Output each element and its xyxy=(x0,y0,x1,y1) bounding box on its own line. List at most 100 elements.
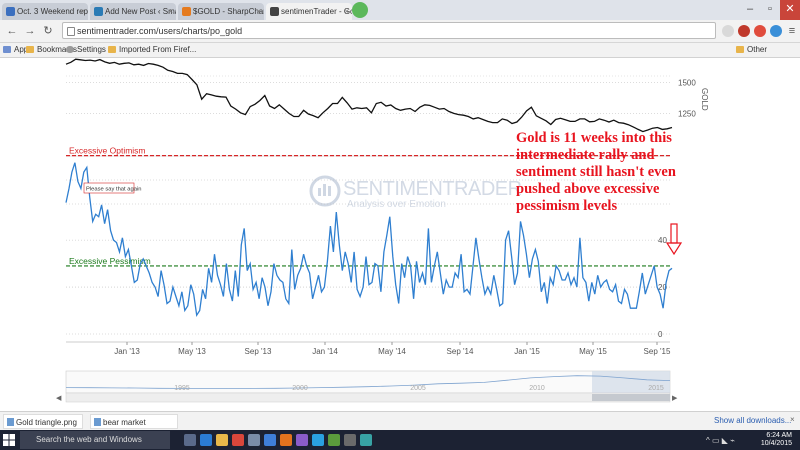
downloads-bar: Gold triangle.png bear market rallies.pn… xyxy=(0,411,800,442)
extension-icon[interactable] xyxy=(754,25,766,37)
extension-icon[interactable] xyxy=(738,25,750,37)
clock-time: 6:24 AM xyxy=(766,432,792,439)
show-all-downloads-link[interactable]: Show all downloads... xyxy=(714,416,792,425)
x-tick-label: Sep '13 xyxy=(245,347,272,356)
tab-sharpcharts[interactable]: $GOLD - SharpCharts Wo × xyxy=(178,3,264,20)
calculator-icon[interactable] xyxy=(248,434,260,446)
download-item[interactable]: Gold triangle.png xyxy=(3,414,83,429)
address-bar[interactable]: sentimentrader.com/users/charts/po_gold xyxy=(62,22,716,39)
edge-icon[interactable] xyxy=(200,434,212,446)
folder-icon xyxy=(108,46,116,53)
sentiment-line xyxy=(65,162,673,318)
excessive-optimism-label: Excessive Optimism xyxy=(69,146,146,156)
image-file-icon xyxy=(7,418,14,426)
tooltip-text: Please say that again xyxy=(86,187,141,193)
tab-add-new-post[interactable]: Add New Post ‹ Smart Kn × xyxy=(90,3,176,20)
page-favicon-icon xyxy=(270,7,279,16)
gear-icon xyxy=(66,46,74,53)
app-icon[interactable] xyxy=(328,434,340,446)
x-tick-label: May '13 xyxy=(178,347,206,356)
window-controls: – ▫ ✕ xyxy=(740,0,800,20)
extension-icon[interactable] xyxy=(352,2,368,18)
page-content: 1250 1500 GOLD SENTIMENTRADER Analysis o… xyxy=(0,58,800,410)
tab-sentimentrader[interactable]: sentimenTrader - Gold Cli × xyxy=(266,3,352,20)
close-icon[interactable]: × xyxy=(80,7,85,16)
scroll-left-icon[interactable]: ◀ xyxy=(56,395,62,402)
back-arrow-icon[interactable]: ← xyxy=(6,25,18,37)
close-icon[interactable]: × xyxy=(790,415,795,424)
sentiment-y-tick-label: 40 xyxy=(658,236,667,245)
tooltip: Please say that again xyxy=(83,182,141,194)
bookmarks-bar: Apps Bookmarks Settings Imported From Fi… xyxy=(0,43,800,68)
folder-icon xyxy=(26,46,34,53)
taskbar-search-input[interactable]: Search the web and Windows xyxy=(20,431,170,449)
navigator-selection[interactable] xyxy=(592,371,670,393)
x-tick-label: May '14 xyxy=(378,347,406,356)
app-icon[interactable] xyxy=(280,434,292,446)
clock-date: 10/4/2015 xyxy=(760,440,792,447)
close-icon[interactable]: × xyxy=(168,7,173,16)
x-tick-label: Jan '13 xyxy=(114,347,140,356)
star-icon[interactable] xyxy=(722,25,734,37)
tab-weekend-report[interactable]: Oct. 3 Weekend report | × xyxy=(2,3,88,20)
app-icon[interactable] xyxy=(344,434,356,446)
bookmark-settings[interactable]: Settings xyxy=(66,43,106,57)
browser-toolbar: ← → ↻ sentimentrader.com/users/charts/po… xyxy=(0,20,800,43)
tray-icons[interactable]: ^ ▭ ◣ ⌁ xyxy=(706,436,735,445)
app-icon[interactable] xyxy=(296,434,308,446)
gold-price-panel: 1250 1500 GOLD xyxy=(65,58,709,133)
gold-axis-label: GOLD xyxy=(700,88,709,111)
minimize-icon[interactable]: – xyxy=(746,3,754,15)
file-explorer-icon[interactable] xyxy=(216,434,228,446)
taskbar-clock[interactable]: 6:24 AM 10/4/2015 xyxy=(761,432,792,448)
app-icon[interactable] xyxy=(360,434,372,446)
navigator-tick-label: 1995 xyxy=(174,385,190,392)
x-tick-label: May '15 xyxy=(579,347,607,356)
extension-icon[interactable] xyxy=(770,25,782,37)
download-item[interactable]: bear market rallies.png xyxy=(90,414,178,442)
folder-icon xyxy=(736,46,744,53)
gold-y-tick-label: 1250 xyxy=(678,109,696,118)
watermark-logo-icon xyxy=(309,175,341,207)
x-axis: Jan '13 May '13 Sep '13 Jan '14 May '14 Sep '… xyxy=(114,342,671,356)
gold-price-line xyxy=(65,58,673,133)
task-view-icon[interactable] xyxy=(184,434,196,446)
page-favicon-icon xyxy=(6,7,15,16)
chrome-icon[interactable] xyxy=(232,434,244,446)
word-icon[interactable] xyxy=(264,434,276,446)
windows-start-icon[interactable] xyxy=(3,434,15,446)
tab-label: Oct. 3 Weekend report | xyxy=(17,7,88,16)
scrollbar-thumb[interactable] xyxy=(592,394,670,401)
forward-arrow-icon[interactable]: → xyxy=(24,25,36,37)
bookmark-imported[interactable]: Imported From Firef... xyxy=(108,43,196,57)
scroll-right-icon[interactable]: ▶ xyxy=(672,395,678,402)
lock-icon xyxy=(67,27,75,36)
reload-icon[interactable]: ↻ xyxy=(43,25,53,37)
url-text: sentimentrader.com/users/charts/po_gold xyxy=(77,26,243,36)
maximize-icon[interactable]: ▫ xyxy=(768,3,772,15)
apps-icon xyxy=(3,46,11,53)
skype-icon[interactable] xyxy=(312,434,324,446)
gold-y-tick-label: 1500 xyxy=(678,79,696,88)
bookmark-folder[interactable]: Bookmarks xyxy=(26,43,77,57)
navigator-scrollbar[interactable] xyxy=(65,392,671,403)
watermark-tagline: Analysis over Emotion xyxy=(347,199,446,210)
tab-bar: Oct. 3 Weekend report | × Add New Post ‹… xyxy=(0,0,800,20)
windows-taskbar: Search the web and Windows ^ ▭ ◣ ⌁ 6:24 … xyxy=(0,430,800,450)
bookmark-apps[interactable]: Apps xyxy=(3,43,32,57)
sentimentrader-watermark: SENTIMENTRADER Analysis over Emotion xyxy=(309,175,522,210)
down-arrow-icon xyxy=(665,223,683,256)
menu-icon[interactable]: ≡ xyxy=(788,25,796,37)
sentiment-y-tick-label: 0 xyxy=(658,330,663,339)
navigator-tick-label: 2000 xyxy=(292,385,308,392)
range-navigator[interactable]: 1995 2000 2005 2010 2015 ◀ ▶ xyxy=(56,370,678,403)
close-window-icon[interactable]: ✕ xyxy=(780,0,800,20)
close-icon[interactable]: × xyxy=(344,7,349,16)
navigator-tick-label: 2005 xyxy=(410,385,426,392)
tab-label: sentimenTrader - Gold Cli xyxy=(281,7,352,16)
sentiment-y-tick-label: 20 xyxy=(658,283,667,292)
close-icon[interactable]: × xyxy=(256,7,261,16)
gold-sentiment-chart[interactable]: 1250 1500 GOLD SENTIMENTRADER Analysis o… xyxy=(0,58,800,410)
watermark-name: SENTIMENTRADER xyxy=(343,178,522,200)
page-favicon-icon xyxy=(182,7,191,16)
